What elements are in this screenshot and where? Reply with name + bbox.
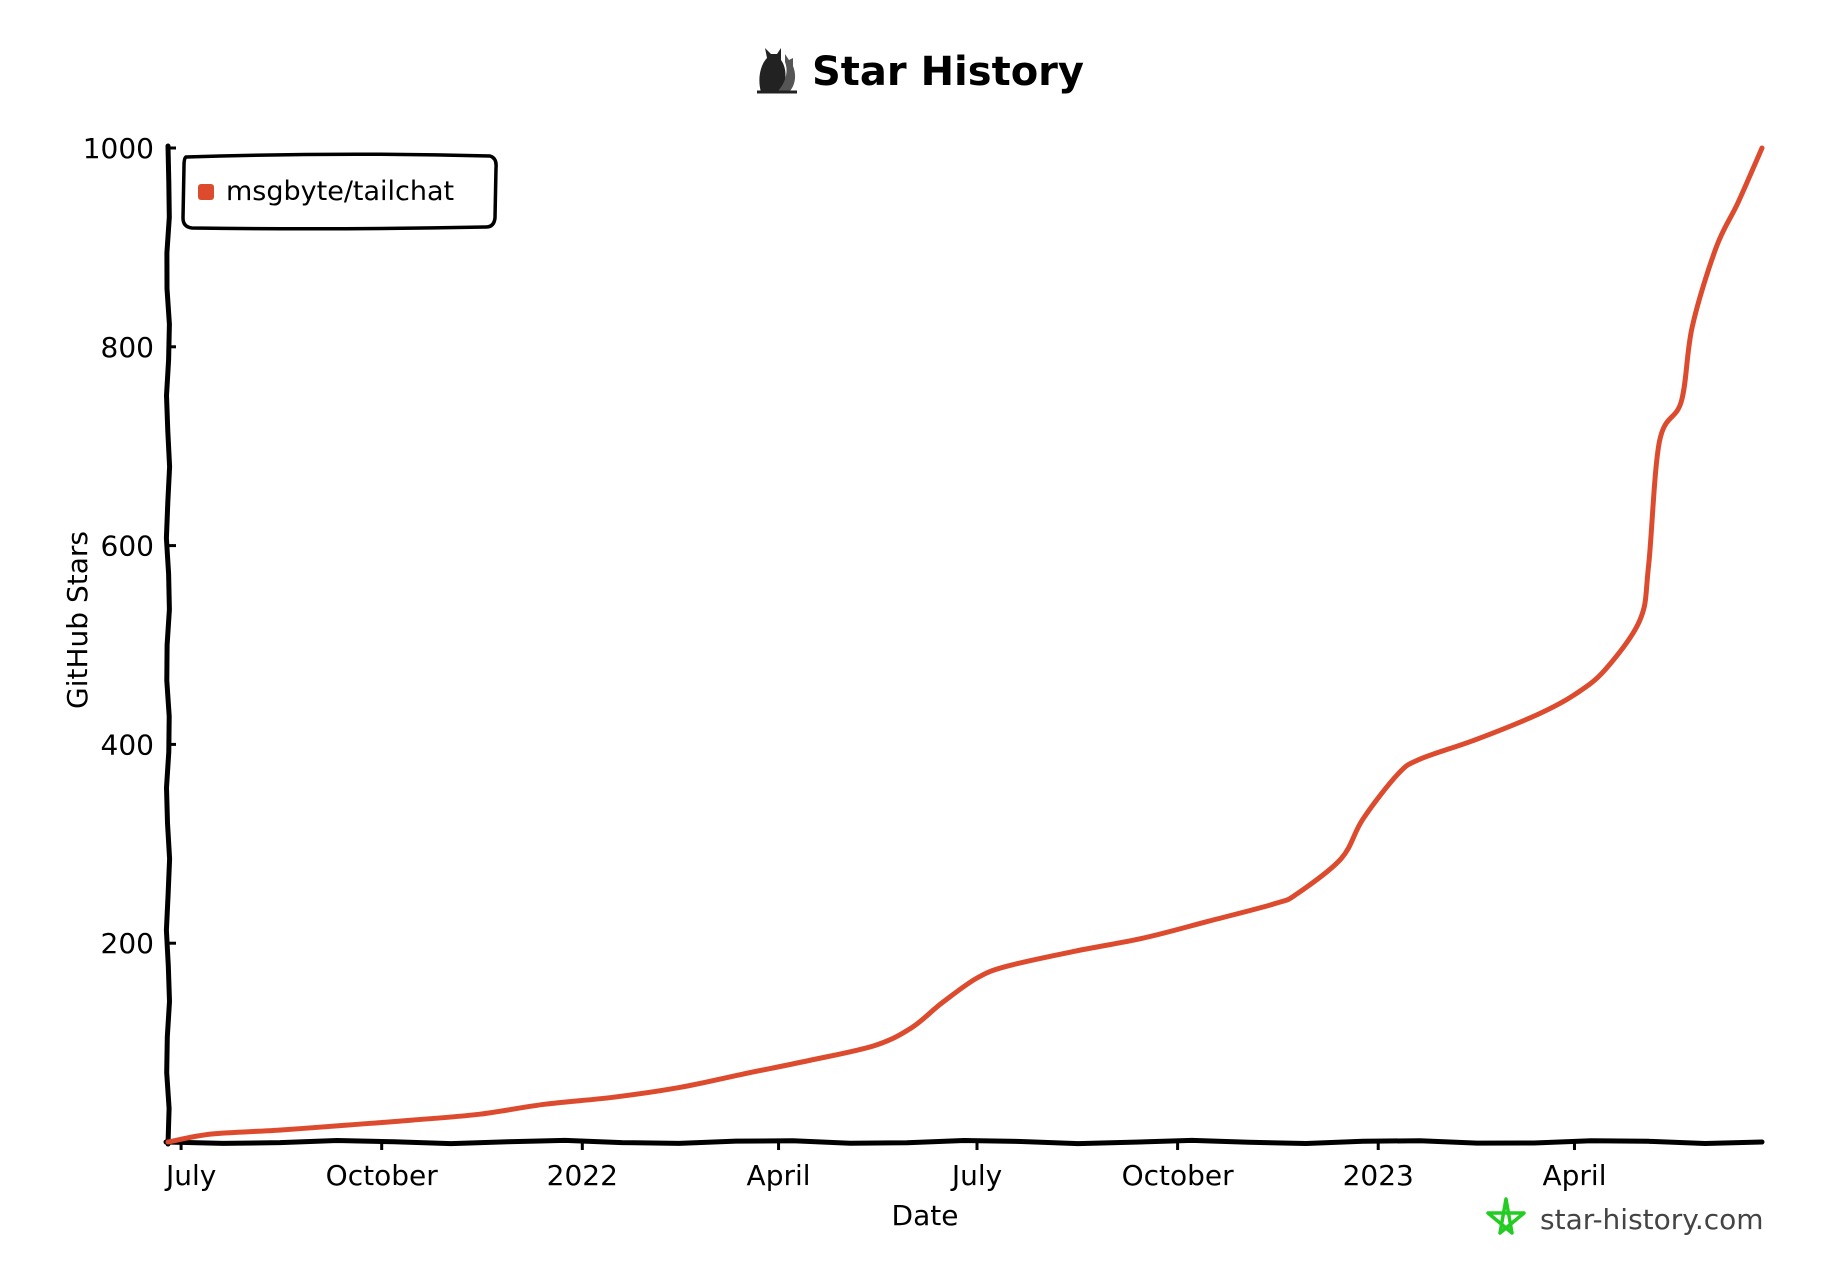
x-tick-label: July <box>950 1159 1002 1192</box>
x-tick-label: October <box>1122 1159 1235 1192</box>
y-tick-label: 800 <box>101 331 154 364</box>
x-tick-label: 2022 <box>547 1159 618 1192</box>
watermark[interactable]: star-history.com <box>1486 1197 1764 1236</box>
x-tick-label: 2023 <box>1343 1159 1414 1192</box>
x-tick-label: April <box>1542 1159 1606 1192</box>
y-tick-label: 600 <box>101 530 154 563</box>
chart-title-group: Star History <box>757 48 1084 95</box>
x-axis-line <box>163 1137 1765 1147</box>
y-axis-line <box>163 143 173 1147</box>
cat-icon <box>757 48 797 94</box>
legend-box <box>181 152 498 231</box>
legend-series-label: msgbyte/tailchat <box>226 176 454 207</box>
x-axis-label: Date <box>892 1199 959 1232</box>
x-axis-ticks: July October 2022 April July October 2023 April <box>164 1142 1606 1192</box>
x-tick-label: July <box>164 1159 216 1192</box>
y-tick-label: 400 <box>101 728 154 761</box>
legend: msgbyte/tailchat <box>181 152 498 231</box>
x-tick-label: October <box>326 1159 439 1192</box>
y-tick-label: 1000 <box>83 132 154 165</box>
star-icon <box>1486 1197 1526 1235</box>
y-axis-ticks: 200 400 600 800 1000 <box>83 132 176 960</box>
chart-title: Star History <box>812 49 1084 95</box>
series-layer <box>165 145 1765 1145</box>
watermark-text: star-history.com <box>1540 1203 1764 1236</box>
series-line <box>165 145 1765 1145</box>
legend-swatch <box>198 184 214 200</box>
y-tick-label: 200 <box>101 927 154 960</box>
y-axis-label: GitHub Stars <box>61 531 94 709</box>
x-tick-label: April <box>747 1159 811 1192</box>
